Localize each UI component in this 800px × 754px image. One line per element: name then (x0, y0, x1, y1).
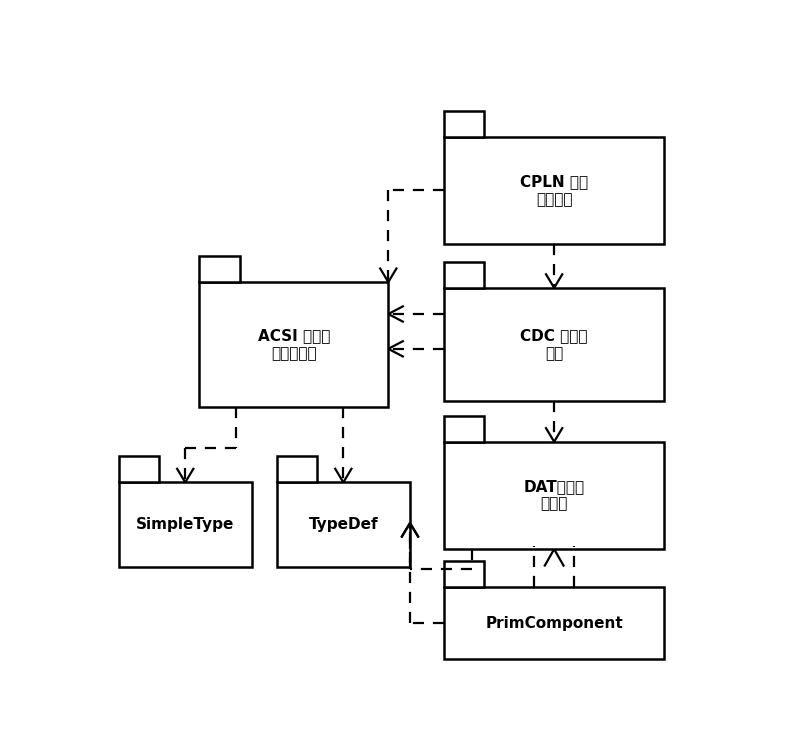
Text: DAT数据属
性类型: DAT数据属 性类型 (523, 480, 585, 512)
Text: CDC 公共数
据类: CDC 公共数 据类 (521, 328, 588, 360)
Bar (444, 442, 664, 549)
Bar (444, 288, 664, 401)
Bar (444, 587, 664, 660)
Bar (444, 262, 485, 288)
Bar (199, 256, 239, 282)
Text: PrimComponent: PrimComponent (486, 616, 623, 630)
Bar (277, 483, 410, 566)
Text: SimpleType: SimpleType (136, 517, 234, 532)
Bar (444, 561, 485, 587)
Bar (118, 483, 252, 566)
Bar (444, 111, 485, 137)
Bar (444, 415, 485, 442)
Bar (277, 456, 317, 483)
Text: ACSI 抽象通
信服务接口: ACSI 抽象通 信服务接口 (258, 328, 330, 360)
Bar (118, 456, 159, 483)
Text: TypeDef: TypeDef (309, 517, 378, 532)
Bar (199, 282, 388, 407)
Bar (444, 137, 664, 244)
Text: CPLN 兼容
逻辑节点: CPLN 兼容 逻辑节点 (520, 174, 588, 207)
